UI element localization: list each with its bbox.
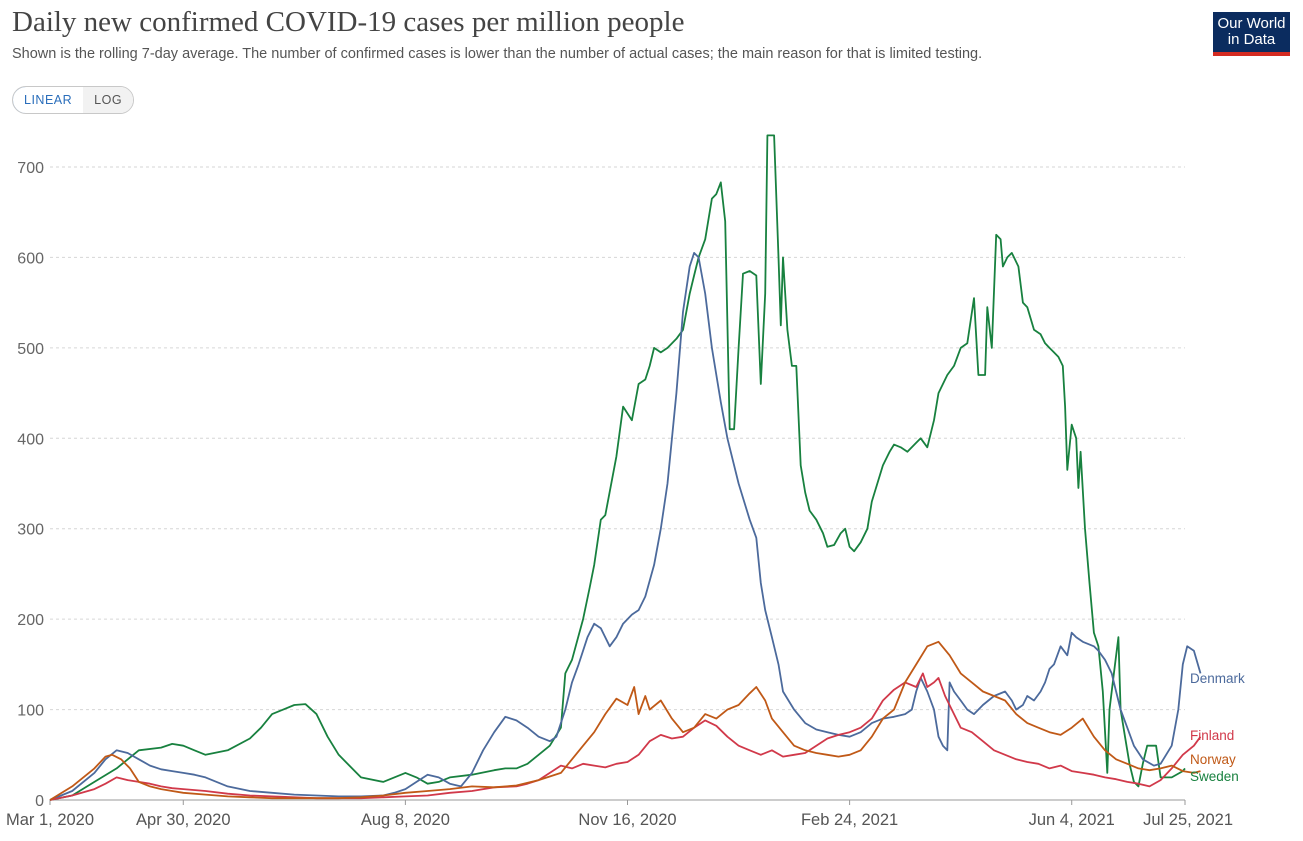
- series-label-denmark[interactable]: Denmark: [1190, 671, 1245, 686]
- series-label-finland[interactable]: Finland: [1190, 728, 1234, 743]
- y-tick-label: 300: [17, 522, 44, 539]
- chart-title: Daily new confirmed COVID-19 cases per m…: [12, 6, 685, 38]
- x-tick-label: Nov 16, 2020: [578, 811, 676, 829]
- scale-toggle: LINEAR LOG: [12, 86, 135, 114]
- series-line-finland[interactable]: [49, 672, 1202, 801]
- logo-line-1: Our World: [1217, 15, 1286, 32]
- owid-logo[interactable]: Our World in Data: [1213, 12, 1290, 56]
- x-tick-label: Mar 1, 2020: [6, 811, 94, 829]
- series-label-sweden[interactable]: Sweden: [1190, 769, 1239, 784]
- series-line-denmark[interactable]: [49, 252, 1202, 801]
- x-tick-label: Aug 8, 2020: [361, 811, 450, 829]
- x-tick-label: Feb 24, 2021: [801, 811, 898, 829]
- y-axis-ticks: 0 100 200 300 400 500 600 700: [17, 160, 44, 810]
- y-tick-label: 700: [17, 160, 44, 177]
- logo-line-2: in Data: [1227, 31, 1276, 48]
- series-label-norway[interactable]: Norway: [1190, 752, 1236, 767]
- y-tick-label: 0: [35, 793, 44, 810]
- chart-subtitle: Shown is the rolling 7-day average. The …: [12, 46, 983, 62]
- linear-scale-button[interactable]: LINEAR: [13, 87, 85, 113]
- series-line-norway[interactable]: [49, 640, 1201, 801]
- series-labels: Sweden Denmark Finland Norway: [1190, 671, 1245, 784]
- log-scale-button[interactable]: LOG: [83, 87, 134, 113]
- series-line-sweden[interactable]: [49, 134, 1186, 801]
- grid-lines: [50, 166, 1185, 801]
- y-tick-label: 500: [17, 341, 44, 358]
- x-axis-ticks: Mar 1, 2020 Apr 30, 2020 Aug 8, 2020 Nov 16…: [6, 800, 1233, 829]
- x-tick-label: Apr 30, 2020: [136, 811, 231, 829]
- y-tick-label: 200: [17, 612, 44, 629]
- y-tick-label: 600: [17, 250, 44, 267]
- x-tick-label: Jul 25, 2021: [1143, 811, 1233, 829]
- y-tick-label: 400: [17, 431, 44, 448]
- x-tick-label: Jun 4, 2021: [1029, 811, 1115, 829]
- series-lines: [49, 134, 1202, 801]
- y-tick-label: 100: [17, 703, 44, 720]
